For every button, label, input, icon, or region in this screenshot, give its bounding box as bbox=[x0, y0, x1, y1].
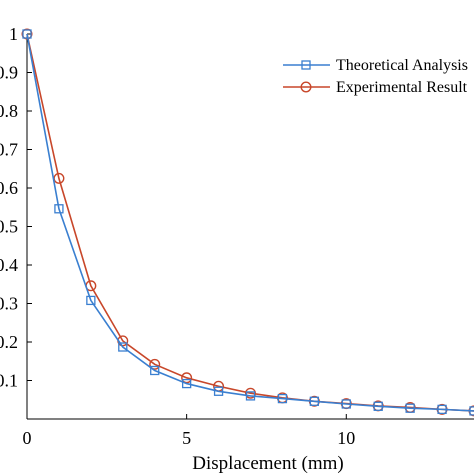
data-point-circle bbox=[149, 358, 161, 370]
series-square bbox=[22, 29, 474, 416]
x-tick-label: 10 bbox=[337, 428, 355, 448]
data-point-square bbox=[86, 295, 96, 306]
data-point-square bbox=[405, 403, 415, 413]
y-tick-label: 0.9 bbox=[0, 63, 18, 83]
legend-item: Theoretical Analysis bbox=[283, 57, 468, 74]
data-point-square bbox=[373, 401, 383, 411]
x-axis-title: Displacement (mm) bbox=[192, 453, 343, 474]
y-tick-label: 0.1 bbox=[0, 371, 18, 391]
data-point-square bbox=[22, 29, 32, 39]
data-point-square bbox=[341, 399, 351, 409]
y-tick-label: 0.5 bbox=[0, 217, 18, 237]
data-point-square bbox=[277, 393, 288, 404]
legend-label: Experimental Result bbox=[336, 79, 468, 96]
y-tick-label: 0.2 bbox=[0, 332, 18, 352]
data-point-square bbox=[437, 404, 447, 415]
data-point-square bbox=[469, 406, 474, 416]
ticks: 0 5 10 0.1 0.2 0.3 0.4 0.5 0.6 0.7 0.8 0.9 1 bbox=[0, 24, 355, 448]
y-tick-label: 1 bbox=[9, 24, 18, 44]
y-tick-label: 0.4 bbox=[0, 255, 18, 275]
y-tick-label: 0.7 bbox=[0, 140, 18, 160]
data-point-square bbox=[150, 365, 160, 376]
y-tick-label: 0.3 bbox=[0, 294, 18, 314]
data-point-square bbox=[118, 342, 128, 352]
series-line bbox=[26, 33, 474, 412]
data-point-square bbox=[181, 378, 192, 389]
legend-marker-square bbox=[301, 60, 311, 70]
legend-item: Experimental Result bbox=[283, 79, 468, 96]
data-point-square bbox=[309, 396, 320, 406]
legend-marker-circle bbox=[300, 81, 312, 93]
y-tick-label: 0.6 bbox=[0, 178, 18, 198]
data-point-circle bbox=[21, 28, 33, 40]
data-point-square bbox=[54, 204, 64, 214]
legend: Theoretical Analysis Experimental Result bbox=[283, 57, 468, 96]
data-point-square bbox=[245, 391, 256, 401]
y-tick-label: 0.8 bbox=[0, 101, 18, 121]
series-layer bbox=[21, 28, 474, 417]
legend-label: Theoretical Analysis bbox=[336, 57, 468, 74]
data-point-square bbox=[213, 386, 224, 396]
data-point-circle bbox=[244, 387, 256, 399]
data-point-circle bbox=[181, 372, 193, 384]
x-tick-label: 0 bbox=[23, 428, 32, 448]
x-tick-label: 5 bbox=[182, 428, 191, 448]
